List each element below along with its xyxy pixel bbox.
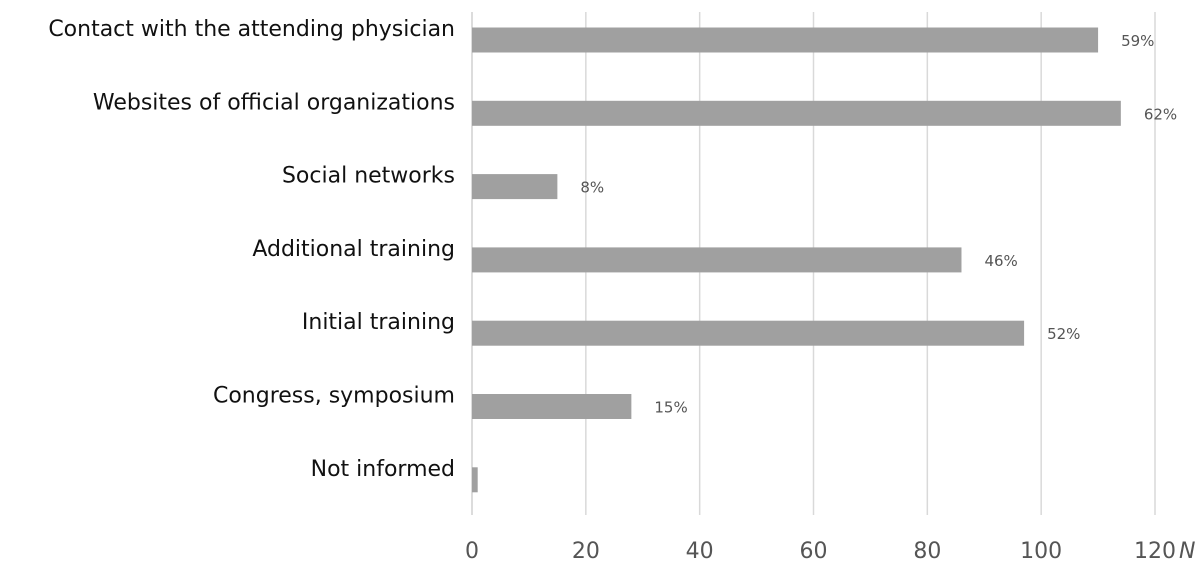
category-label: Congress, symposium	[213, 384, 455, 409]
data-labels: 59% 62% 8% 46% 52% 15%	[580, 32, 1177, 417]
bars	[472, 27, 1121, 493]
category-label: Not informed	[311, 457, 455, 482]
x-tick-label: 100	[1020, 539, 1062, 562]
category-label: Additional training	[252, 237, 455, 262]
data-label: 15%	[654, 399, 687, 417]
x-tick-label: 0	[465, 539, 479, 562]
x-tick-label: 120	[1134, 539, 1176, 562]
data-label: 59%	[1121, 32, 1154, 50]
x-tick-label: 60	[800, 539, 828, 562]
category-label: Websites of official organizations	[93, 90, 455, 115]
x-axis-ticks: 0 20 40 60 80 100 120	[465, 539, 1176, 562]
category-labels: Contact with the attending physician Webs…	[48, 17, 455, 482]
bar	[472, 247, 962, 273]
bar	[472, 394, 632, 419]
category-label: Initial training	[302, 310, 455, 335]
x-tick-label: 40	[686, 539, 714, 562]
x-tick-label: 80	[913, 539, 941, 562]
x-axis-unit-label: N	[1179, 539, 1195, 562]
bar	[472, 320, 1025, 346]
data-label: 52%	[1047, 325, 1080, 343]
category-label: Contact with the attending physician	[48, 17, 455, 42]
data-label: 62%	[1144, 105, 1177, 123]
category-label: Social networks	[282, 164, 455, 189]
data-label: 46%	[984, 252, 1017, 270]
bar	[472, 174, 558, 200]
data-label: 8%	[580, 179, 604, 197]
x-tick-label: 20	[572, 539, 600, 562]
bar	[472, 100, 1121, 126]
bar	[472, 27, 1099, 53]
bar	[472, 467, 478, 493]
